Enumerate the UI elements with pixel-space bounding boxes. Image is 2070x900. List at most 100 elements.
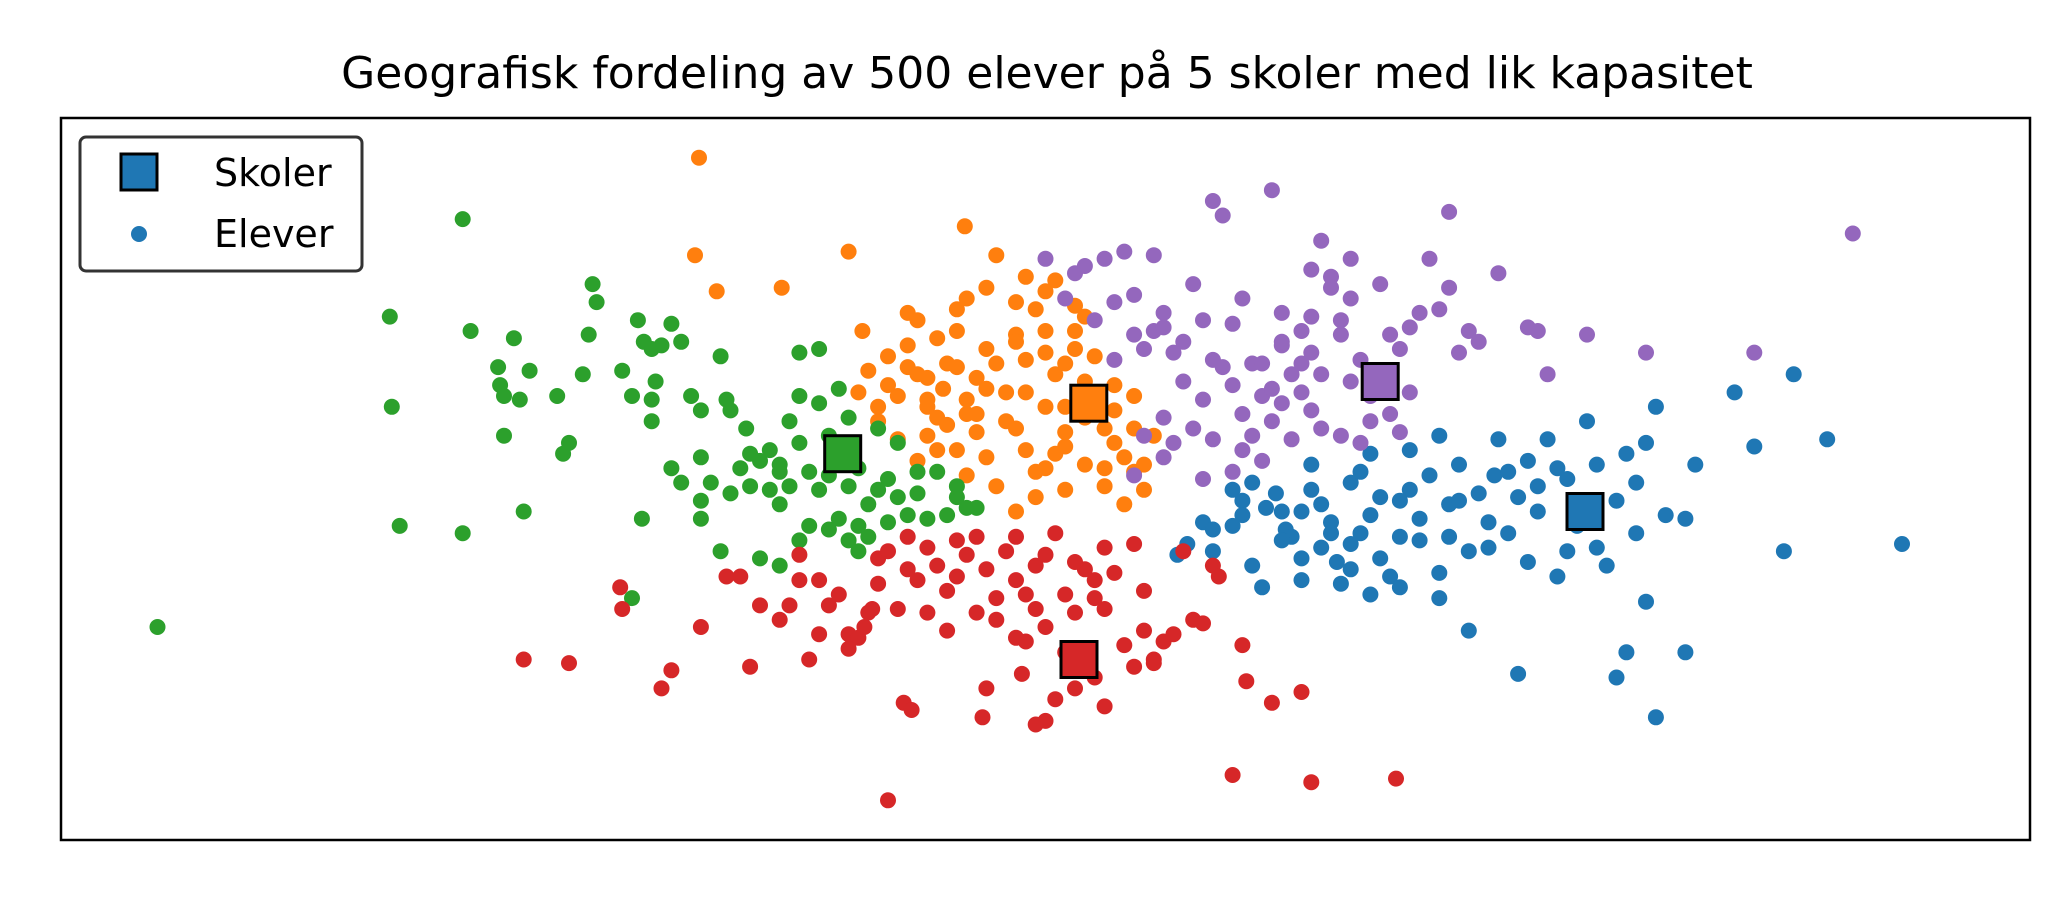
student-point-4-93 [1391, 424, 1408, 441]
student-point-2-66 [771, 496, 788, 513]
student-point-4-90 [1352, 434, 1369, 451]
student-point-3-79 [1388, 770, 1404, 787]
student-point-0-74 [1431, 590, 1448, 607]
student-point-0-24 [1391, 528, 1408, 545]
student-point-3-59 [1096, 601, 1113, 617]
student-point-2-21 [588, 294, 605, 311]
student-point-0-98 [1431, 564, 1448, 581]
student-point-1-62 [1037, 283, 1054, 300]
student-point-0-7 [1258, 499, 1274, 516]
student-point-4-45 [1391, 341, 1408, 357]
student-point-0-28 [1421, 467, 1438, 484]
student-point-3-26 [889, 601, 906, 617]
student-point-2-78 [633, 510, 650, 527]
student-point-0-87 [1500, 463, 1517, 480]
student-point-4-39 [1342, 250, 1359, 267]
student-point-4-66 [1313, 366, 1330, 383]
student-point-1-58 [1076, 456, 1093, 473]
student-point-0-58 [1746, 438, 1763, 455]
student-point-0-94 [1204, 543, 1221, 560]
student-point-2-27 [647, 373, 664, 390]
student-point-0-29 [1431, 427, 1448, 444]
student-point-4-82 [1195, 471, 1211, 487]
student-point-2-99 [870, 481, 887, 498]
student-point-3-54 [1067, 604, 1083, 621]
student-point-2-64 [742, 478, 759, 495]
student-point-0-42 [1549, 568, 1566, 585]
student-point-1-95 [919, 369, 936, 386]
student-point-1-0 [691, 149, 707, 166]
student-point-4-51 [1451, 344, 1467, 361]
student-point-3-16 [811, 626, 828, 643]
student-point-1-54 [998, 413, 1015, 430]
student-point-4-84 [1254, 452, 1271, 469]
student-point-0-18 [1342, 474, 1359, 491]
student-point-4-70 [1234, 406, 1251, 422]
student-point-0-47 [1598, 557, 1615, 574]
student-point-1-4 [956, 218, 973, 235]
student-point-4-85 [1244, 427, 1261, 444]
student-point-2-13 [511, 391, 528, 408]
student-point-0-83 [1559, 543, 1576, 560]
student-point-1-51 [919, 391, 936, 408]
student-point-3-87 [1136, 622, 1152, 639]
student-point-1-72 [1047, 445, 1064, 462]
student-point-0-72 [1362, 586, 1379, 603]
student-point-2-33 [692, 402, 709, 419]
student-point-0-37 [1500, 525, 1517, 542]
student-point-0-12 [1303, 481, 1320, 498]
student-point-4-10 [1126, 286, 1143, 303]
student-point-0-43 [1559, 471, 1576, 487]
student-point-1-7 [854, 323, 871, 339]
student-point-1-97 [870, 398, 887, 415]
student-point-2-23 [624, 388, 640, 404]
student-point-0-96 [1323, 525, 1339, 542]
student-point-3-99 [1086, 590, 1103, 607]
student-point-1-91 [1096, 420, 1113, 437]
student-point-2-62 [712, 543, 729, 560]
student-point-3-52 [1047, 525, 1064, 542]
student-point-2-74 [880, 514, 896, 531]
student-point-3-63 [1136, 582, 1152, 599]
student-point-0-70 [1293, 572, 1310, 589]
student-point-3-88 [880, 792, 896, 809]
student-point-4-54 [1490, 265, 1507, 282]
student-point-2-71 [840, 532, 857, 549]
student-point-3-58 [1096, 539, 1113, 556]
student-point-1-35 [1047, 272, 1064, 289]
student-point-2-29 [643, 413, 660, 430]
student-point-0-31 [1451, 456, 1467, 473]
student-point-1-98 [1017, 384, 1034, 401]
student-point-2-40 [761, 442, 778, 459]
student-point-3-72 [1210, 568, 1227, 585]
student-point-2-19 [580, 326, 597, 343]
student-point-3-97 [1017, 633, 1034, 650]
student-point-1-38 [1067, 341, 1083, 357]
student-point-4-81 [1126, 467, 1143, 484]
student-point-3-33 [939, 582, 956, 599]
student-point-1-82 [1106, 377, 1123, 394]
student-point-3-14 [791, 572, 808, 589]
student-point-4-83 [1224, 463, 1241, 480]
student-point-0-79 [1391, 492, 1408, 509]
student-point-3-36 [958, 546, 975, 563]
student-point-0-53 [1657, 507, 1674, 524]
student-point-1-64 [1086, 348, 1103, 365]
student-point-2-53 [889, 434, 906, 451]
student-point-1-69 [958, 467, 975, 484]
student-point-0-16 [1328, 554, 1345, 570]
student-point-0-85 [1628, 474, 1645, 491]
student-point-1-76 [988, 355, 1005, 372]
school-marker-0 [1565, 492, 1605, 531]
student-point-3-22 [864, 601, 881, 617]
student-point-2-30 [643, 341, 660, 357]
student-point-2-88 [663, 460, 680, 477]
student-point-2-20 [584, 276, 601, 293]
student-point-2-42 [781, 413, 798, 430]
student-point-1-52 [939, 416, 956, 433]
student-point-4-14 [1155, 304, 1172, 321]
student-point-1-57 [1057, 424, 1074, 441]
student-point-3-13 [791, 546, 808, 563]
student-point-4-8 [1116, 243, 1133, 260]
student-point-3-50 [1037, 546, 1054, 563]
